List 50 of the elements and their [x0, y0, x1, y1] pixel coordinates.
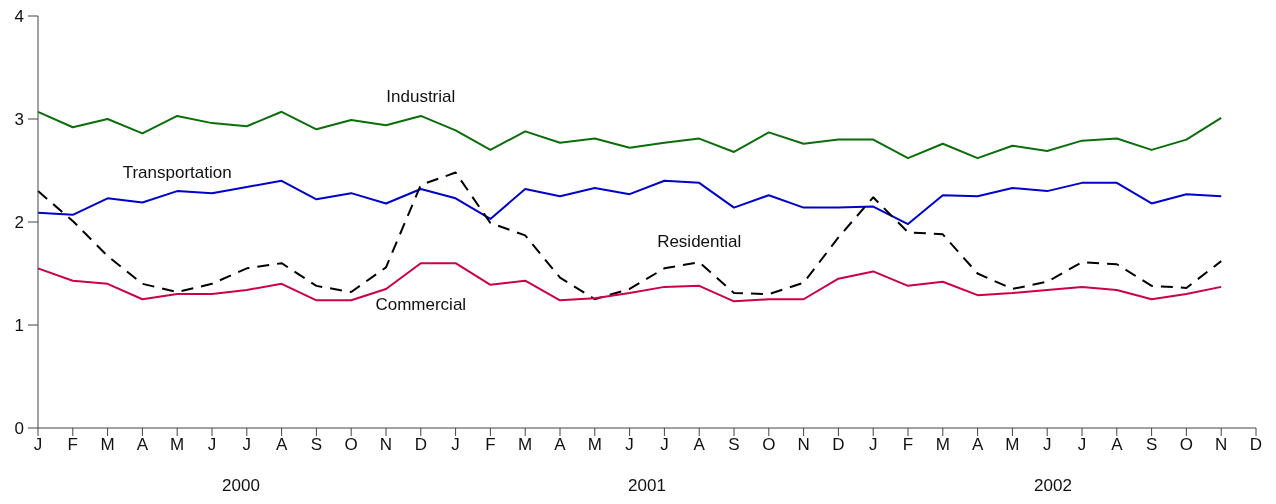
x-tick-label: A — [136, 435, 149, 455]
x-tick-label: M — [1005, 435, 1020, 455]
x-tick-label: M — [518, 435, 533, 455]
y-tick-label: 4 — [14, 7, 24, 27]
x-tick-label: O — [762, 435, 776, 455]
text: 2001 — [627, 476, 667, 496]
x-tick-label: J — [207, 435, 217, 455]
x-tick-label: A — [1111, 435, 1124, 455]
text: 2000 — [221, 476, 261, 496]
x-tick-label: O — [1179, 435, 1194, 455]
x-tick-label: J — [451, 435, 460, 455]
line-series — [37, 179, 1223, 226]
series-label: Transportation — [122, 163, 232, 183]
x-tick-label: D — [1249, 435, 1263, 455]
y-tick-label: 2 — [14, 213, 24, 233]
x-tick-label: D — [832, 435, 845, 455]
x-tick-label: O — [344, 435, 358, 455]
x-tick-label: J — [1042, 435, 1052, 455]
x-tick-label: S — [1145, 435, 1158, 455]
x-tick-label: J — [660, 435, 669, 455]
x-tick-label: N — [1215, 435, 1228, 455]
series-label: Industrial — [386, 86, 456, 106]
x-tick-label: F — [67, 435, 78, 455]
x-tick-label: J — [1077, 435, 1087, 455]
x-tick-label: N — [797, 435, 810, 455]
x-tick-label: A — [554, 435, 567, 455]
y-tick-label: 1 — [14, 316, 24, 336]
x-tick-label: J — [33, 435, 43, 455]
x-tick-label: J — [625, 435, 634, 455]
x-tick-label: N — [379, 435, 393, 455]
series-label: Commercial — [375, 295, 467, 315]
x-tick-label: J — [868, 435, 878, 455]
x-tick-label: S — [310, 435, 323, 455]
x-tick-label: J — [242, 435, 252, 455]
x-tick-label: F — [902, 435, 914, 455]
x-tick-label: A — [275, 435, 288, 455]
series-label: Residential — [657, 232, 742, 252]
x-tick-label: S — [728, 435, 740, 455]
text: 2002 — [1033, 476, 1073, 496]
x-tick-label: M — [100, 435, 115, 455]
x-tick-label: M — [170, 435, 185, 455]
y-tick-label: 0 — [14, 419, 24, 439]
line-series — [37, 110, 1223, 160]
x-tick-label: M — [935, 435, 950, 455]
x-tick-label: M — [587, 435, 602, 455]
x-tick-label: A — [693, 435, 706, 455]
y-tick-label: 3 — [14, 110, 24, 130]
x-tick-label: A — [971, 435, 984, 455]
x-tick-label: F — [485, 435, 496, 455]
x-tick-label: D — [414, 435, 427, 455]
